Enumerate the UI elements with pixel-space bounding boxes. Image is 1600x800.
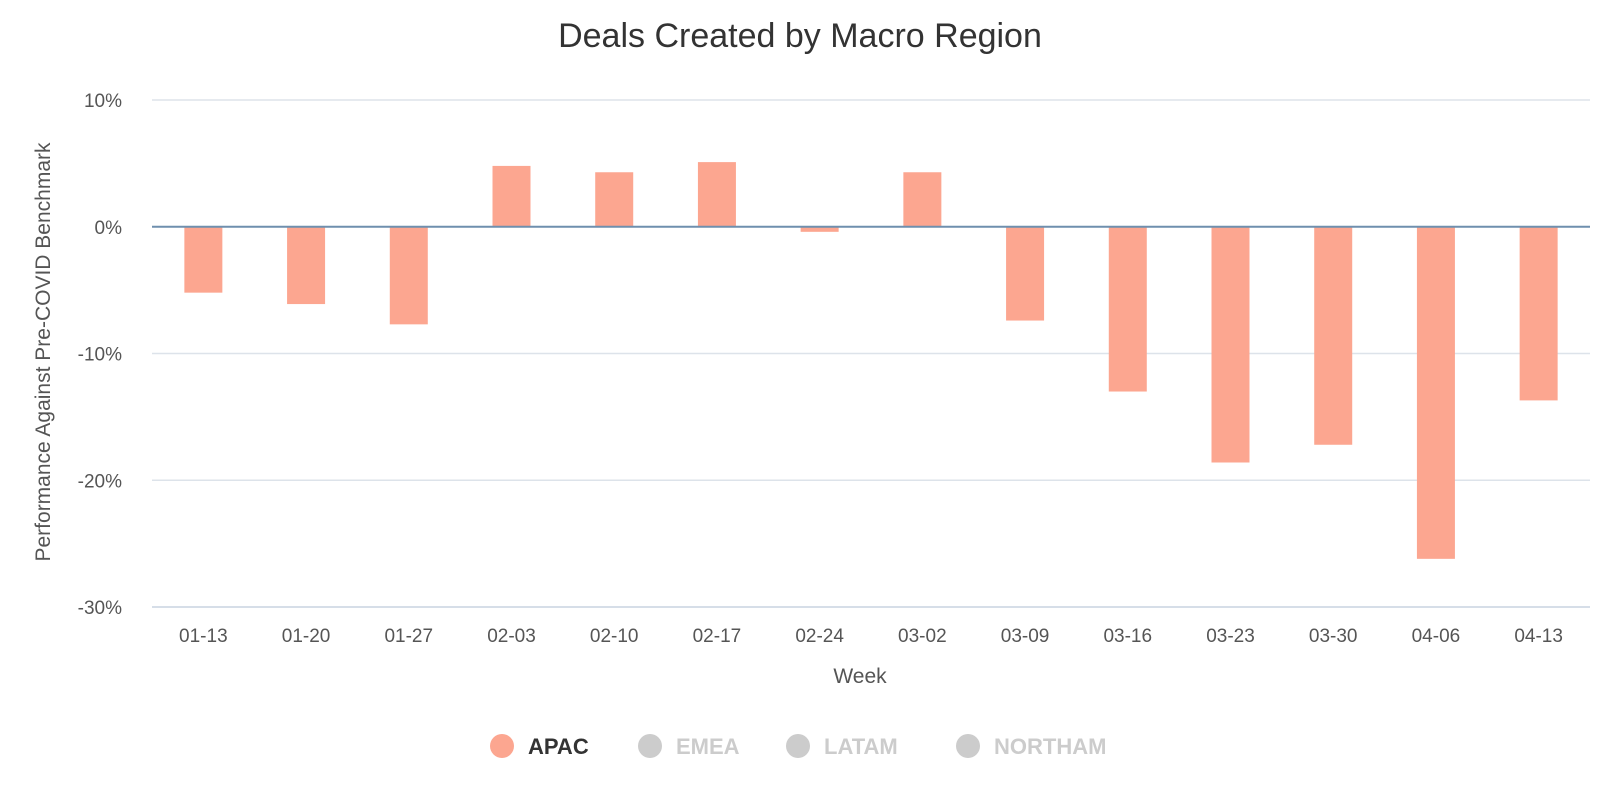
x-tick-label: 03-16 xyxy=(1103,626,1152,647)
legend-marker-icon xyxy=(638,734,662,758)
bar-apac-04-13[interactable] xyxy=(1519,226,1558,401)
bar-apac-03-09[interactable] xyxy=(1006,226,1045,321)
x-tick-label: 03-09 xyxy=(1001,626,1050,647)
legend: APAC EMEA LATAM NORTHAM xyxy=(490,734,1106,759)
legend-label: LATAM xyxy=(824,734,898,759)
x-tick-label: 02-17 xyxy=(693,626,742,647)
y-tick-label: 0% xyxy=(95,218,123,239)
legend-item-northam[interactable]: NORTHAM xyxy=(956,734,1106,759)
y-tick-label: -10% xyxy=(78,345,122,366)
legend-label: APAC xyxy=(528,734,589,759)
legend-label: NORTHAM xyxy=(994,734,1106,759)
x-tick-label: 04-06 xyxy=(1412,626,1461,647)
y-tick-label: 10% xyxy=(84,91,122,112)
legend-item-emea[interactable]: EMEA xyxy=(638,734,740,759)
x-tick-label: 04-13 xyxy=(1514,626,1563,647)
y-axis-title: Performance Against Pre-COVID Benchmark xyxy=(32,142,55,561)
legend-item-latam[interactable]: LATAM xyxy=(786,734,898,759)
bar-apac-02-03[interactable] xyxy=(492,165,531,227)
x-axis-title: Week xyxy=(833,665,887,688)
bar-apac-03-30[interactable] xyxy=(1314,226,1353,445)
chart-title: Deals Created by Macro Region xyxy=(558,17,1042,55)
x-tick-label: 02-24 xyxy=(795,626,844,647)
bar-apac-03-16[interactable] xyxy=(1108,226,1147,392)
bar-apac-02-24[interactable] xyxy=(800,226,839,232)
x-tick-label: 03-23 xyxy=(1206,626,1255,647)
x-tick-label: 01-20 xyxy=(282,626,331,647)
bar-apac-01-27[interactable] xyxy=(389,226,428,325)
bar-apac-01-13[interactable] xyxy=(184,226,223,293)
gridlines xyxy=(152,99,1590,608)
legend-item-apac[interactable]: APAC xyxy=(490,734,589,759)
legend-marker-icon xyxy=(786,734,810,758)
y-axis-ticks: 10% 0% -10% -20% -30% xyxy=(78,91,122,619)
bar-apac-03-23[interactable] xyxy=(1211,226,1250,463)
legend-label: EMEA xyxy=(676,734,740,759)
legend-marker-icon xyxy=(490,734,514,758)
bar-apac-04-06[interactable] xyxy=(1416,226,1455,559)
y-tick-label: -30% xyxy=(78,598,122,619)
x-tick-label: 02-03 xyxy=(487,626,536,647)
x-tick-label: 01-27 xyxy=(384,626,433,647)
bar-apac-03-02[interactable] xyxy=(903,172,942,227)
bar-apac-02-17[interactable] xyxy=(697,162,736,227)
x-tick-label: 02-10 xyxy=(590,626,639,647)
x-axis-ticks: 01-13 01-20 01-27 02-03 02-10 02-17 02-24 03-02… xyxy=(179,626,1563,647)
bar-apac-01-20[interactable] xyxy=(287,226,326,305)
y-tick-label: -20% xyxy=(78,471,122,492)
legend-marker-icon xyxy=(956,734,980,758)
x-tick-label: 03-30 xyxy=(1309,626,1358,647)
bar-apac-02-10[interactable] xyxy=(595,172,634,227)
x-tick-label: 01-13 xyxy=(179,626,228,647)
bars xyxy=(184,162,1558,559)
x-tick-label: 03-02 xyxy=(898,626,947,647)
